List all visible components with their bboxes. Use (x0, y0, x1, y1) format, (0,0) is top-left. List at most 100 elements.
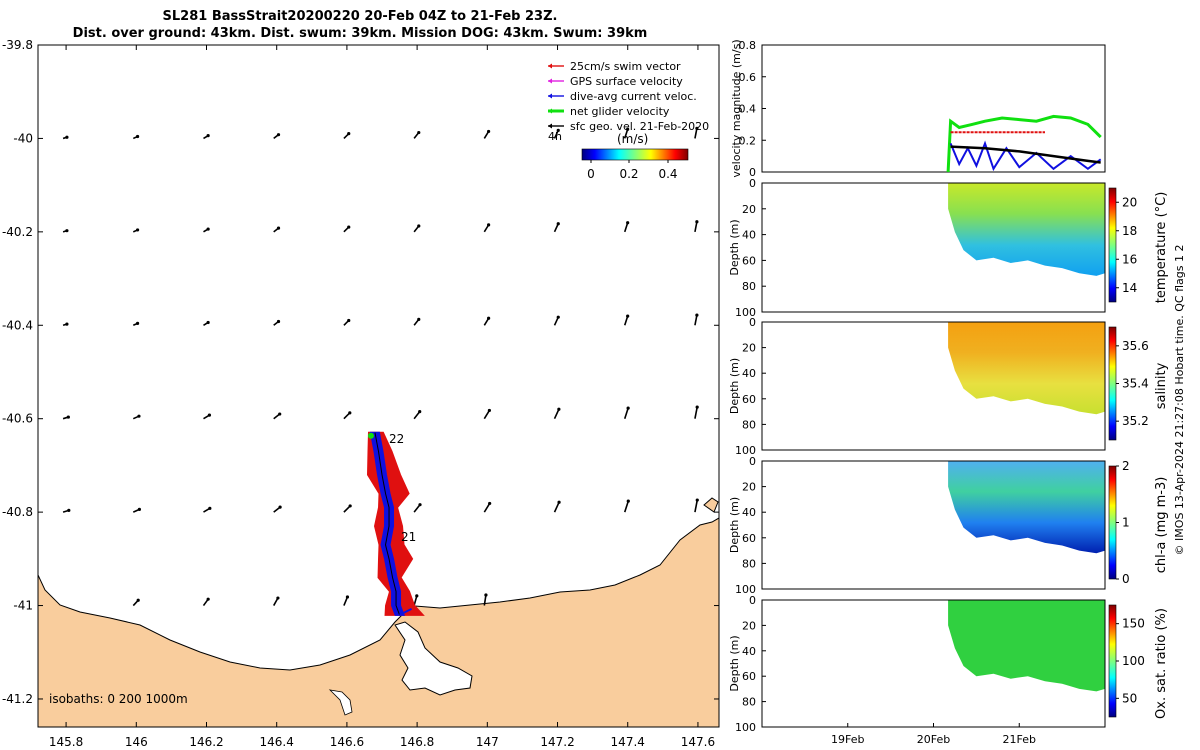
profile-y-tick-label: 0 (749, 455, 756, 468)
geo-velocity-arrowhead (278, 505, 282, 509)
geo-velocity-arrowhead (65, 322, 69, 326)
geo-velocity-arrowhead (626, 499, 630, 503)
map-x-tick-label: 146.4 (260, 735, 294, 749)
profile-colorbar (1108, 187, 1117, 303)
geo-velocity-arrow (413, 595, 418, 606)
velocity-y-tick-label: 0.4 (739, 103, 757, 116)
estuary (394, 621, 473, 696)
profile-y-tick-label: 100 (735, 306, 756, 319)
geo-velocity-arrowhead (487, 223, 491, 227)
profile-colorbar-tick-label: 20 (1122, 195, 1137, 209)
velocity-ylabel: velocity magnitude (m/s) (730, 39, 743, 177)
geo-velocity-arrow (623, 500, 630, 513)
map-legend: 25cm/s swim vector GPS surface velocity di… (548, 60, 709, 181)
geo-velocity-arrowhead (347, 318, 351, 323)
map-y-tick-label: -40.4 (2, 318, 33, 332)
geo-velocity-arrow (694, 221, 698, 233)
geo-velocity-arrowhead (348, 504, 352, 508)
time-tick-label: 21Feb (1003, 733, 1036, 746)
geo-velocity-arrowhead (484, 593, 488, 597)
current-vector-band (369, 431, 406, 616)
geo-velocity-arrowhead (345, 595, 350, 599)
profile-ylabel: Depth (m) (728, 358, 741, 414)
map-x-tick-label: 146 (125, 735, 148, 749)
geo-velocity-arrowhead (695, 405, 699, 409)
geo-velocity-arrowhead (415, 594, 419, 598)
map-panel: 145.8 146 146.2 146.4 146.6 146.8 147 147.2 147.… (2, 38, 720, 749)
profile-colorbar-tick-label: 35.6 (1122, 339, 1149, 353)
map-y-tick-label: -41.2 (2, 692, 33, 706)
geo-velocity-arrowhead (67, 508, 71, 512)
track-start-marker (367, 432, 374, 439)
profile-data-field (948, 322, 1105, 415)
colorbar-tick-label: 0.2 (619, 167, 638, 181)
glider-track (367, 431, 425, 616)
map-y-tick-label: -39.8 (2, 38, 33, 52)
geo-velocity-arrowhead (135, 321, 140, 325)
geo-velocity-arrowhead (206, 597, 210, 601)
geo-velocity-arrowhead (695, 126, 699, 130)
chart-title-line1: SL281 BassStrait20200220 20-Feb 04Z to 2… (162, 9, 558, 24)
velocity-y-tick-label: 0 (749, 166, 756, 179)
profile-y-tick-label: 40 (742, 645, 756, 658)
track-end-segment (399, 607, 413, 616)
legend-label: dive-avg current veloc. (570, 90, 697, 103)
geo-velocity-arrowhead (417, 130, 421, 135)
profile-y-tick-label: 60 (742, 254, 756, 267)
legend-arrowhead (548, 78, 552, 84)
map-x-tick-label: 146.2 (189, 735, 223, 749)
legend-label: net glider velocity (570, 105, 670, 118)
profile-colorbar-tick-label: 100 (1122, 654, 1145, 668)
profile-colorbar (1108, 604, 1117, 718)
geo-velocity-arrow (553, 408, 560, 420)
map-x-tick-label: 146.8 (400, 735, 434, 749)
legend-label: 25cm/s swim vector (570, 60, 681, 73)
legend-arrowhead (548, 123, 552, 129)
map-x-tick-label: 147.4 (611, 735, 645, 749)
headland (703, 497, 719, 513)
profile-ylabel: Depth (m) (728, 219, 741, 275)
geo-velocity-arrowhead (137, 414, 141, 418)
profile-y-tick-label: 60 (742, 670, 756, 683)
colorbar-tick-label: 0 (587, 167, 595, 181)
profile-axes-frame (761, 321, 1106, 451)
geo-velocity-arrowhead (418, 410, 422, 414)
profile-colorbar-tick-label: 150 (1122, 617, 1145, 631)
geo-velocity-arrowhead (347, 225, 351, 229)
geo-velocity-arrowhead (626, 314, 630, 318)
geo-velocity-arrowhead (276, 319, 281, 324)
profile-ylabel: Depth (m) (728, 635, 741, 691)
legend-label: sfc geo. vel. 21-Feb-2020 (570, 120, 709, 133)
profile-colorbar-tick-label: 1 (1122, 516, 1130, 530)
geo-velocity-arrow (623, 222, 629, 233)
geo-velocity-arrowhead (695, 498, 699, 502)
geo-velocity-arrowhead (65, 229, 69, 233)
colorbar-tick-label: 0.4 (658, 167, 677, 181)
profile-y-tick-label: 80 (742, 418, 756, 431)
velocity-y-tick-label: 0.6 (739, 71, 757, 84)
map-y-tick-label: -41 (13, 599, 33, 613)
geo-velocity-arrow (483, 503, 491, 513)
geo-velocity-arrow (483, 410, 491, 420)
map-y-tick-label: -40.8 (2, 505, 33, 519)
profile-y-tick-label: 80 (742, 280, 756, 293)
profile-colorbar-tick-label: 14 (1122, 281, 1137, 295)
geo-velocity-arrowhead (626, 406, 630, 410)
geo-velocity-arrowhead (695, 220, 699, 224)
geo-velocity-arrowhead (418, 503, 422, 507)
velocity-series-line (950, 145, 1101, 164)
geo-velocity-arrowhead (626, 221, 630, 225)
profile-y-tick-label: 0 (749, 316, 756, 329)
map-y-tick-label: -40 (13, 131, 33, 145)
velocity-y-tick-label: 0.2 (739, 134, 757, 147)
geo-velocity-arrowhead (206, 227, 210, 231)
profile-y-tick-label: 20 (742, 619, 756, 632)
geo-velocity-arrowhead (557, 407, 561, 411)
map-x-tick-label: 145.8 (49, 735, 83, 749)
geo-velocity-arrowhead (206, 134, 210, 138)
profile-colorbar (1108, 465, 1117, 580)
time-tick-label: 20Feb (917, 733, 950, 746)
geo-velocity-arrowhead (417, 224, 421, 228)
geo-velocity-arrowhead (488, 501, 492, 506)
